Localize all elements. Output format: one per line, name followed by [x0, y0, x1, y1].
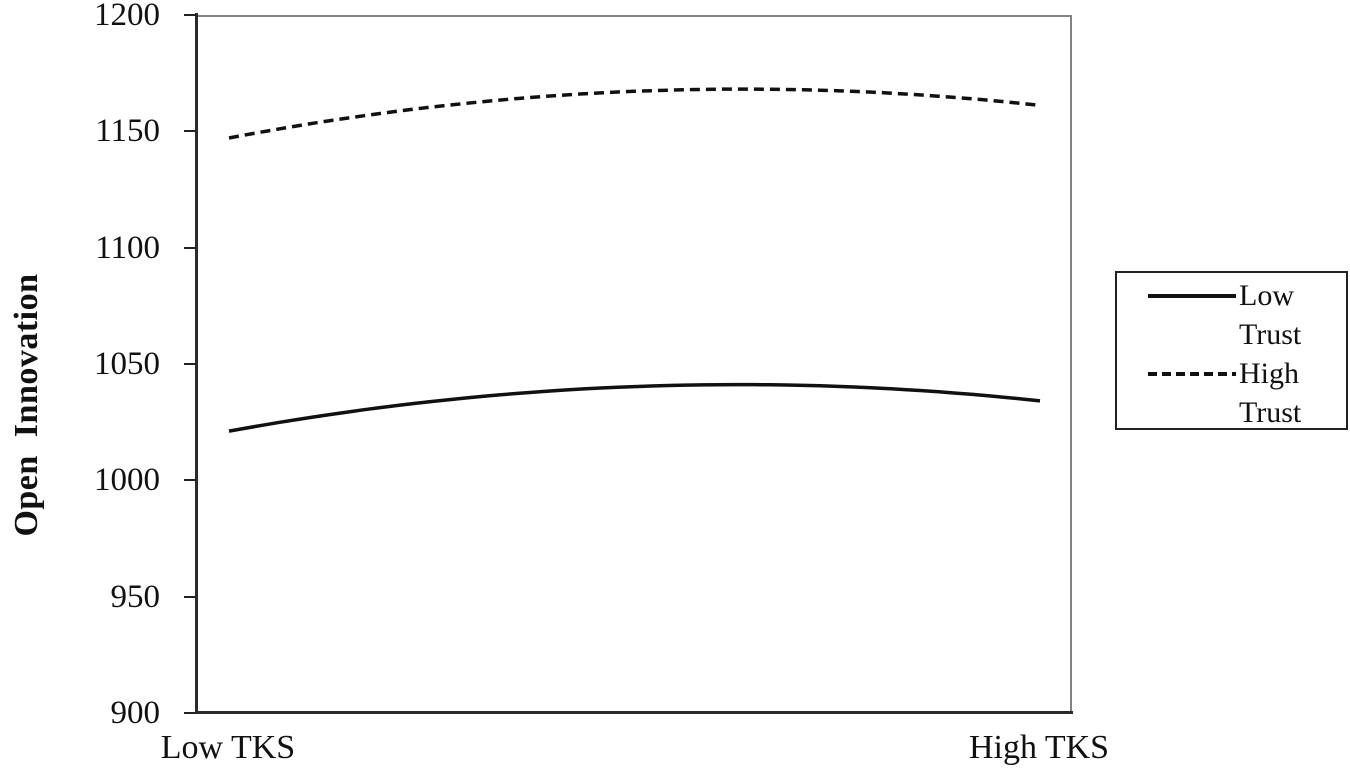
- legend-label: High Trust: [1239, 357, 1302, 429]
- y-tick-label: 950: [110, 578, 161, 615]
- dashed-line-swatch: [1148, 372, 1236, 376]
- y-tick-mark: [184, 14, 196, 16]
- y-tick-mark: [184, 479, 196, 482]
- y-axis-line: [195, 13, 198, 713]
- y-tick-label: 1150: [95, 113, 160, 150]
- plot-area: [197, 15, 1072, 713]
- series-line-low-trust: [228, 382, 1041, 433]
- legend-entry-low-trust: Low Trust: [1148, 276, 1346, 354]
- y-tick-label: 1200: [94, 0, 160, 33]
- x-axis-line: [195, 711, 1073, 714]
- x-tick-label-high-tks: High TKS: [968, 729, 1110, 766]
- y-tick-mark: [184, 130, 196, 133]
- y-tick-mark: [184, 363, 196, 365]
- legend-label: Low Trust: [1239, 279, 1302, 351]
- legend: Low Trust High Trust: [1115, 271, 1348, 430]
- x-tick-label-low-tks: Low TKS: [160, 729, 296, 766]
- series-lines: [228, 87, 1041, 433]
- y-tick-label: 900: [110, 695, 161, 731]
- y-tick-mark: [184, 712, 196, 714]
- solid-line-swatch: [1148, 294, 1236, 298]
- legend-entry-high-trust: High Trust: [1148, 354, 1346, 429]
- y-tick-label: 1050: [94, 346, 160, 382]
- y-tick-label: 1100: [95, 229, 160, 266]
- y-tick-label: 1000: [94, 462, 160, 499]
- y-tick-mark: [184, 595, 196, 598]
- series-line-high-trust: [228, 87, 1041, 140]
- y-tick-mark: [184, 246, 196, 249]
